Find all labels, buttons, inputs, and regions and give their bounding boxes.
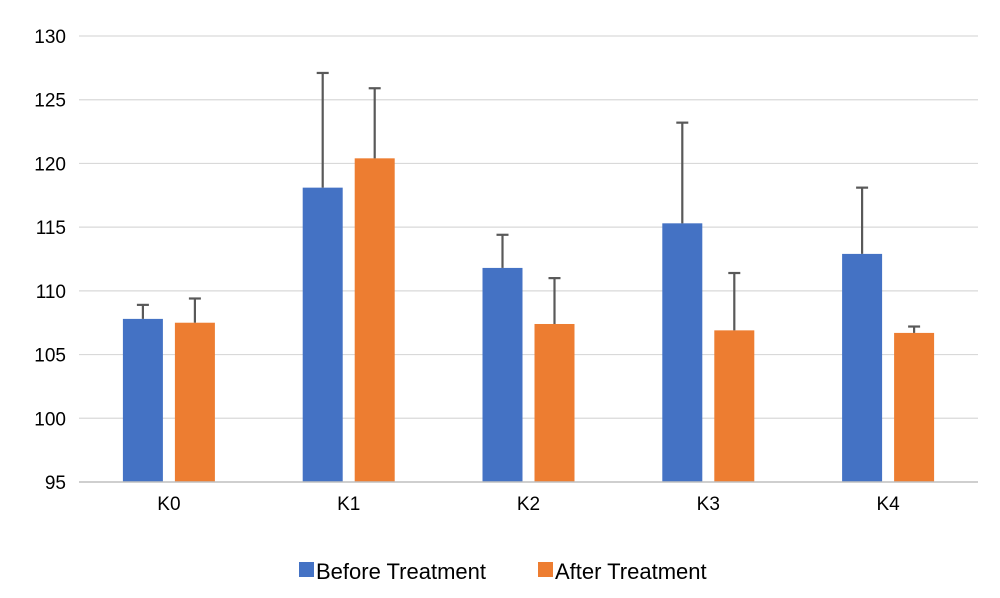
legend-swatch-after-treatment — [538, 562, 553, 577]
y-tick-label: 105 — [34, 346, 66, 367]
x-tick-label-k2: K2 — [517, 494, 540, 515]
bar-after-treatment-k2 — [534, 323, 575, 482]
bar-before-treatment-k4 — [842, 253, 883, 482]
bar-before-treatment-k1 — [302, 187, 343, 482]
bar-after-treatment-k4 — [894, 332, 935, 482]
legend-swatch-before-treatment — [299, 562, 314, 577]
y-tick-label: 115 — [36, 218, 66, 239]
bar-after-treatment-k3 — [714, 330, 755, 482]
y-tick-label: 120 — [34, 154, 66, 175]
bar-after-treatment-k0 — [174, 322, 215, 482]
x-tick-label-k0: K0 — [157, 494, 180, 515]
legend: Before Treatment After Treatment — [299, 559, 707, 584]
y-axis-tick-labels: 95 100 105 110 115 120 125 130 — [34, 27, 66, 494]
y-tick-label: 110 — [36, 282, 66, 303]
y-tick-label: 95 — [45, 473, 66, 494]
error-bars — [136, 71, 921, 333]
x-tick-label-k1: K1 — [337, 494, 360, 515]
x-tick-label-k4: K4 — [876, 494, 900, 515]
bar-after-treatment-k1 — [354, 158, 395, 482]
y-tick-label: 130 — [34, 27, 66, 48]
x-tick-label-k3: K3 — [697, 494, 720, 515]
legend-label-after-treatment: After Treatment — [555, 559, 707, 584]
bar-before-treatment-k3 — [662, 223, 703, 482]
bar-before-treatment-k2 — [482, 267, 523, 482]
y-tick-label: 125 — [34, 91, 66, 112]
gridlines — [79, 35, 978, 419]
x-axis-tick-labels: K0 K1 K2 K3 K4 — [157, 494, 900, 515]
bars — [122, 158, 935, 482]
legend-label-before-treatment: Before Treatment — [316, 559, 486, 584]
y-tick-label: 100 — [34, 409, 66, 430]
bar-before-treatment-k0 — [122, 318, 163, 482]
